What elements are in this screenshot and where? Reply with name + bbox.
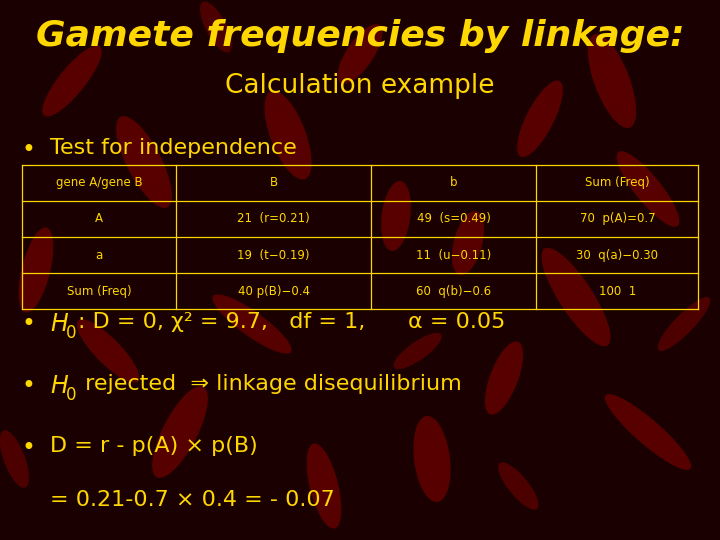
Ellipse shape xyxy=(381,181,411,251)
Ellipse shape xyxy=(626,413,670,451)
Text: 0: 0 xyxy=(66,324,77,342)
Text: rejected  ⇒ linkage disequilibrium: rejected ⇒ linkage disequilibrium xyxy=(78,374,462,394)
Ellipse shape xyxy=(27,249,45,291)
Text: Test for independence: Test for independence xyxy=(50,138,297,158)
Text: gene A/gene B: gene A/gene B xyxy=(55,176,143,190)
Ellipse shape xyxy=(605,394,691,470)
Ellipse shape xyxy=(423,437,441,481)
Ellipse shape xyxy=(116,116,172,208)
Ellipse shape xyxy=(616,151,680,227)
Text: = 0.21-0.7 × 0.4 = - 0.07: = 0.21-0.7 × 0.4 = - 0.07 xyxy=(50,490,335,510)
Ellipse shape xyxy=(485,341,523,415)
Text: •: • xyxy=(22,436,35,460)
Ellipse shape xyxy=(264,91,312,179)
Ellipse shape xyxy=(528,100,552,138)
Ellipse shape xyxy=(233,309,271,339)
Text: •: • xyxy=(22,138,35,161)
Ellipse shape xyxy=(57,63,87,99)
Ellipse shape xyxy=(389,199,403,233)
Text: •: • xyxy=(22,312,35,336)
Text: •: • xyxy=(22,374,35,398)
Text: 21  (r=0.21): 21 (r=0.21) xyxy=(237,212,310,226)
Text: 19  (t−0.19): 19 (t−0.19) xyxy=(238,248,310,262)
Text: 60  q(b)−0.6: 60 q(b)−0.6 xyxy=(416,285,491,298)
Ellipse shape xyxy=(600,57,624,105)
Ellipse shape xyxy=(200,2,232,52)
Ellipse shape xyxy=(92,335,124,367)
Text: 49  (s=0.49): 49 (s=0.49) xyxy=(417,212,490,226)
Text: D = r - p(A) × p(B): D = r - p(A) × p(B) xyxy=(50,436,258,456)
Text: 40 p(B)−0.4: 40 p(B)−0.4 xyxy=(238,285,310,298)
Ellipse shape xyxy=(495,360,513,396)
Text: 70  p(A)=0.7: 70 p(A)=0.7 xyxy=(580,212,655,226)
Ellipse shape xyxy=(130,139,158,185)
Ellipse shape xyxy=(632,170,664,208)
Text: Gamete frequencies by linkage:: Gamete frequencies by linkage: xyxy=(36,19,684,53)
Ellipse shape xyxy=(307,443,341,529)
Ellipse shape xyxy=(152,386,208,478)
Ellipse shape xyxy=(460,227,476,259)
Ellipse shape xyxy=(588,34,636,128)
Ellipse shape xyxy=(498,462,539,510)
Text: Sum (Freq): Sum (Freq) xyxy=(585,176,649,190)
Ellipse shape xyxy=(413,416,451,502)
Ellipse shape xyxy=(42,45,102,117)
Ellipse shape xyxy=(452,211,484,275)
Ellipse shape xyxy=(0,430,29,488)
Ellipse shape xyxy=(315,465,333,507)
Ellipse shape xyxy=(19,227,53,313)
Ellipse shape xyxy=(166,409,194,455)
Ellipse shape xyxy=(541,248,611,346)
Ellipse shape xyxy=(559,272,593,322)
Text: : D = 0, χ² = 9.7,   df = 1,      α = 0.05: : D = 0, χ² = 9.7, df = 1, α = 0.05 xyxy=(78,312,505,332)
Ellipse shape xyxy=(276,113,300,157)
Text: Sum (Freq): Sum (Freq) xyxy=(67,285,131,298)
Text: Calculation example: Calculation example xyxy=(225,73,495,99)
Text: a: a xyxy=(95,248,103,262)
Ellipse shape xyxy=(517,80,563,157)
Ellipse shape xyxy=(338,24,382,84)
Text: A: A xyxy=(95,212,103,226)
Text: H: H xyxy=(50,312,68,336)
Ellipse shape xyxy=(212,294,292,354)
Text: b: b xyxy=(450,176,457,190)
Text: 0: 0 xyxy=(66,386,77,404)
Text: H: H xyxy=(50,374,68,398)
Text: 30  q(a)−0.30: 30 q(a)−0.30 xyxy=(577,248,658,262)
Text: 11  (u−0.11): 11 (u−0.11) xyxy=(416,248,491,262)
Ellipse shape xyxy=(77,320,139,382)
Ellipse shape xyxy=(393,333,442,369)
Ellipse shape xyxy=(348,39,372,69)
Text: 100  1: 100 1 xyxy=(599,285,636,298)
Text: B: B xyxy=(269,176,278,190)
Ellipse shape xyxy=(657,297,711,351)
